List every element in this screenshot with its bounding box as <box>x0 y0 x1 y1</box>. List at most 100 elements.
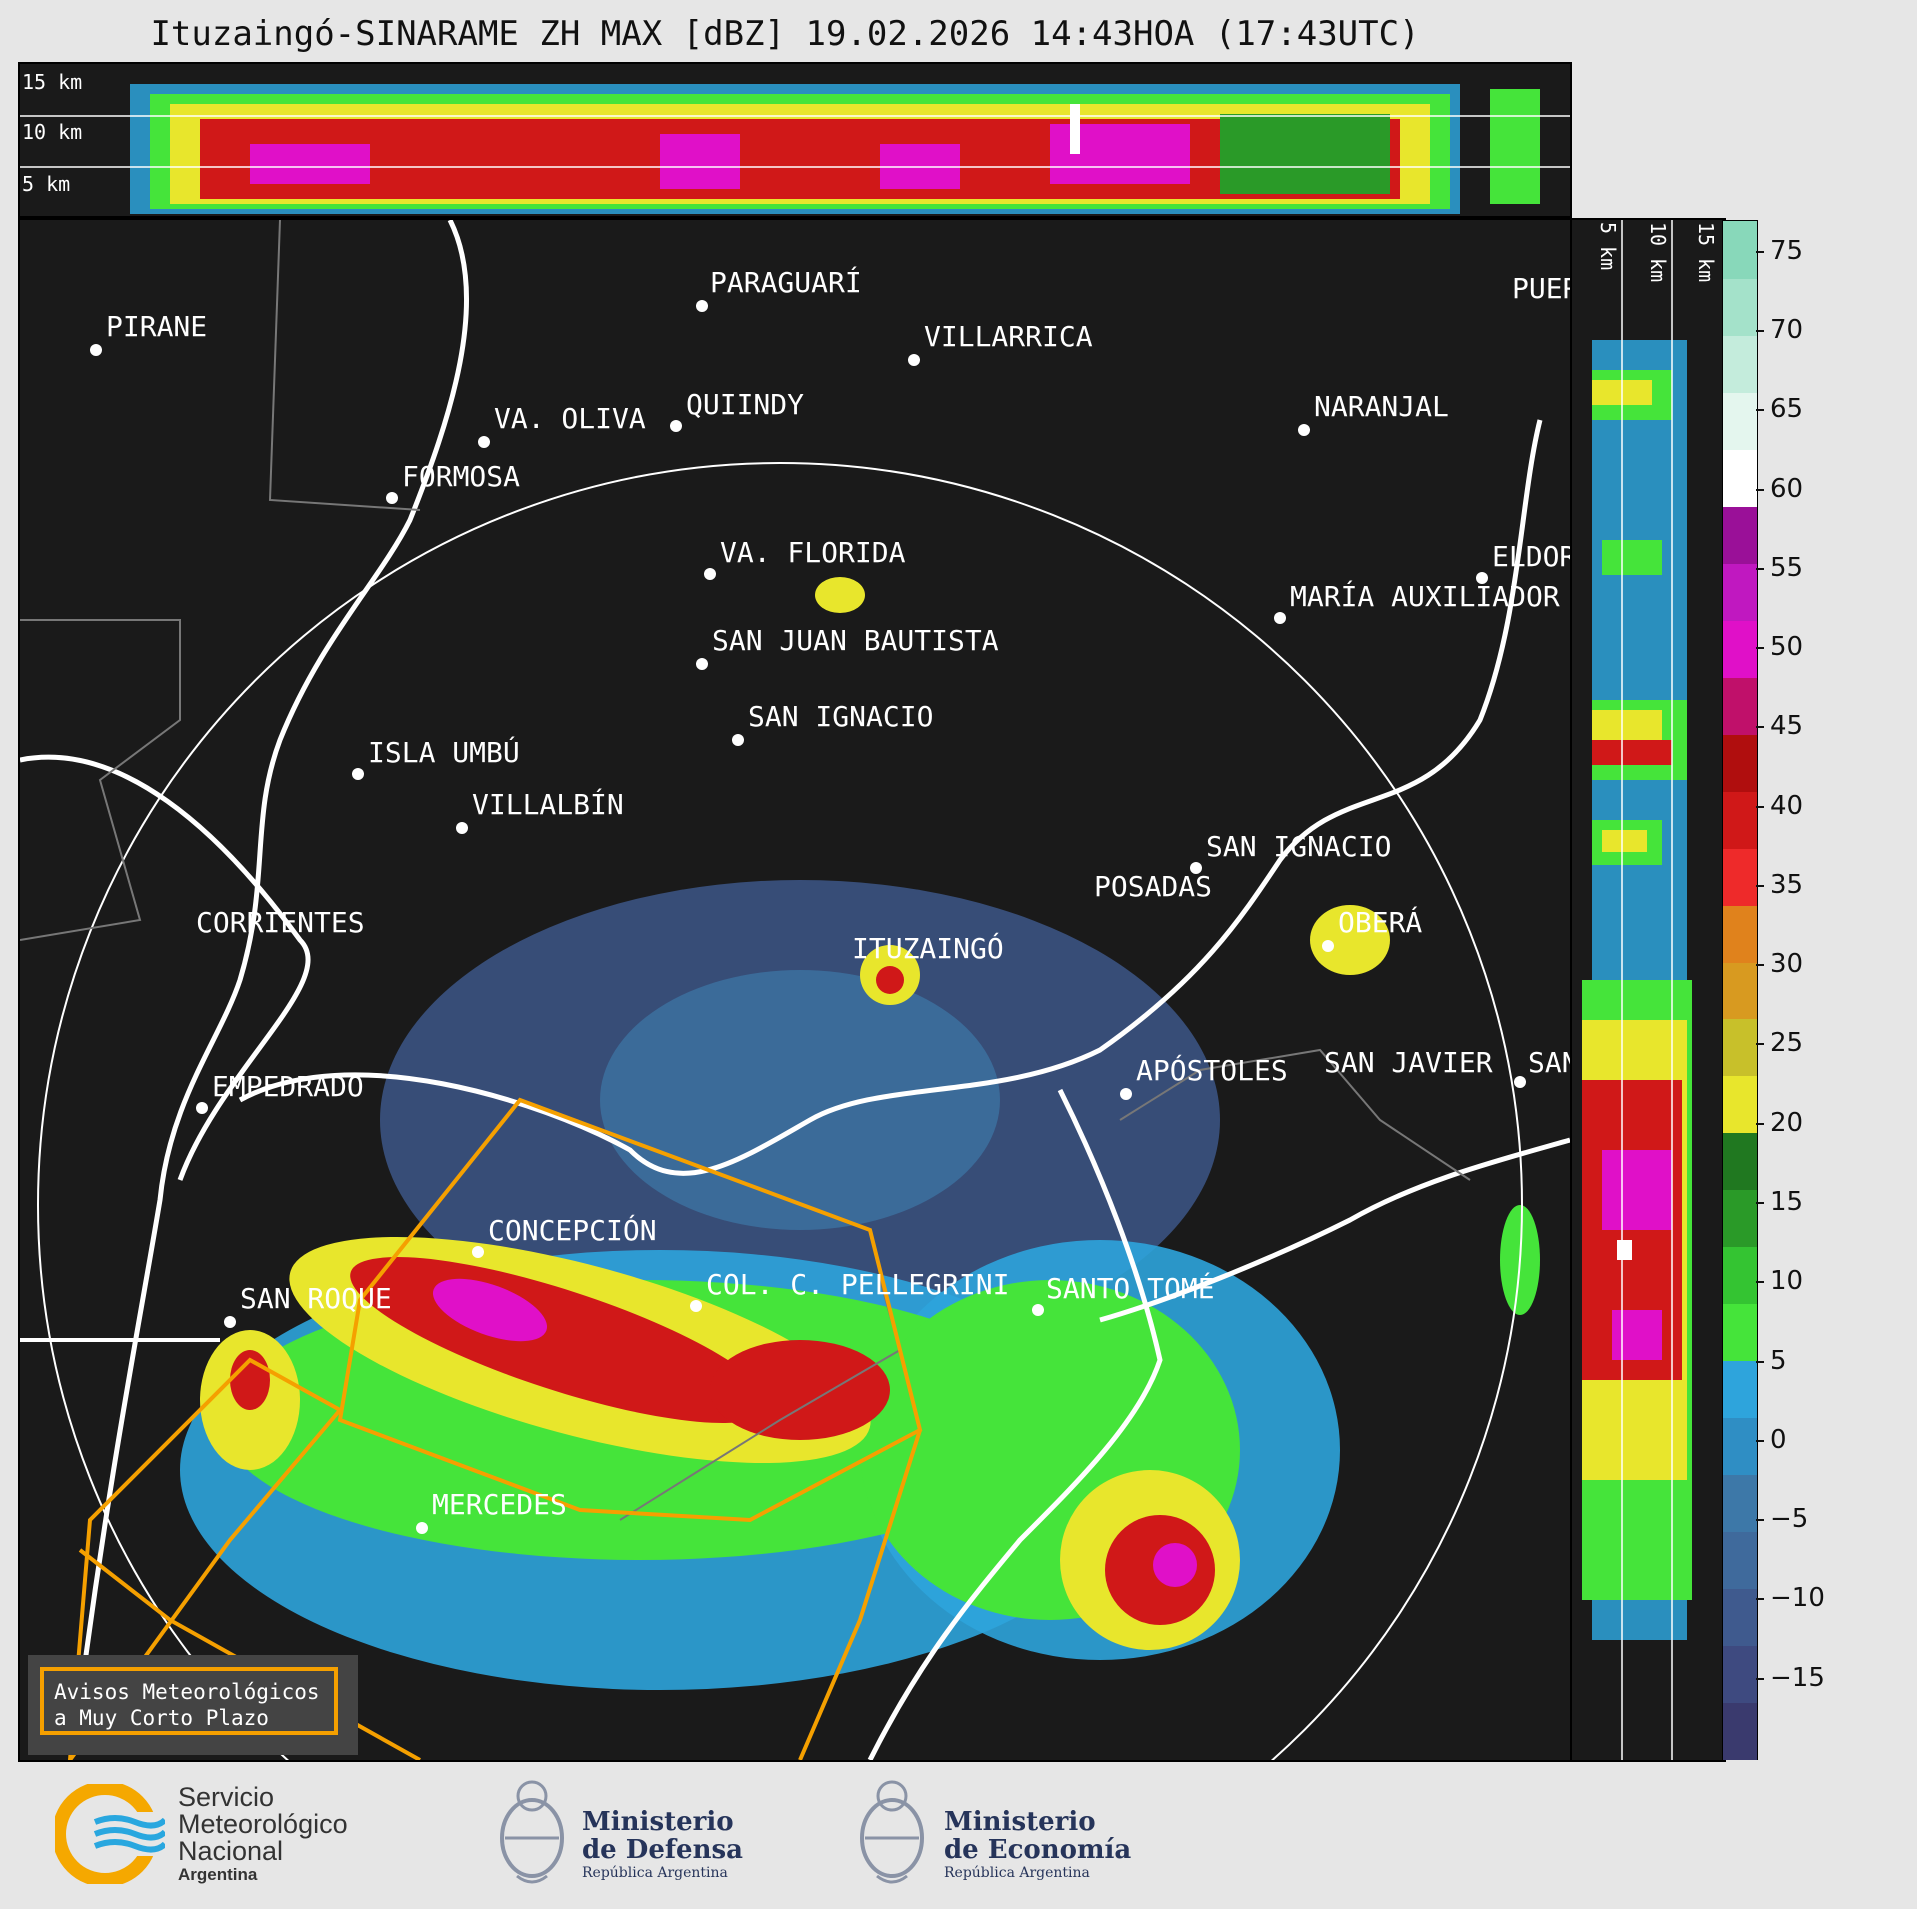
city-label-concepcion: CONCEPCIÓN <box>488 1214 657 1247</box>
colorbar-segment <box>1723 1474 1757 1533</box>
colorbar-segment <box>1723 221 1757 279</box>
city-dot <box>1298 424 1310 436</box>
colorbar-segment <box>1723 847 1757 906</box>
province-borders <box>20 619 181 941</box>
top-label-15km: 15 km <box>22 70 83 94</box>
colorbar-tick-label: 75 <box>1755 236 1803 266</box>
paraguay-river <box>77 220 470 1701</box>
aviso-box[interactable]: Avisos Meteorológicos a Muy Corto Plazo <box>28 1655 358 1755</box>
colorbar-tick-label: 0 <box>1756 1425 1787 1455</box>
colorbar-segment <box>1723 1018 1757 1077</box>
cell-north-east <box>1310 905 1390 975</box>
city-dot <box>224 1316 236 1328</box>
city-dot <box>1032 1304 1044 1316</box>
aviso-line-2: a Muy Corto Plazo <box>54 1706 269 1730</box>
colorbar-segment <box>1723 961 1757 1020</box>
city-dot <box>196 1102 208 1114</box>
city-dot <box>704 568 716 580</box>
city-label-paraguari: PARAGUARÍ <box>710 266 862 299</box>
colorbar-segment <box>1723 391 1757 450</box>
colorbar-segment <box>1723 1303 1757 1362</box>
city-dot <box>1120 1088 1132 1100</box>
colorbar-tick-label: 45 <box>1755 711 1803 741</box>
colorbar-tick-label: 40 <box>1755 791 1803 821</box>
city-dot <box>696 300 708 312</box>
smn-line-4: Argentina <box>178 1865 258 1884</box>
city-label-san-ignacio-ar: SAN IGNACIO <box>1206 830 1392 863</box>
city-dot <box>1322 940 1334 952</box>
colorbar-segment <box>1723 904 1757 963</box>
page-title: Ituzaingó-SINARAME ZH MAX [dBZ] 19.02.20… <box>150 14 1420 54</box>
city-label-isla-umbu: ISLA UMBÚ <box>368 736 520 769</box>
colorbar-segment <box>1723 790 1757 849</box>
uruguay-river <box>867 1088 1163 1760</box>
city-label-san-roque: SAN ROQUE <box>240 1282 392 1315</box>
smn-logo-icon <box>55 1784 165 1884</box>
city-dot <box>696 658 708 670</box>
city-dot <box>908 354 920 366</box>
city-dot <box>732 734 744 746</box>
side-label-15km: 15 km <box>1694 222 1718 283</box>
radar-map-graphics <box>20 220 1570 1760</box>
city-label-san: SAN <box>1528 1046 1570 1079</box>
city-dot <box>1190 862 1202 874</box>
colorbar-segment <box>1723 676 1757 735</box>
colorbar-segment <box>1723 505 1757 564</box>
economia-line-3: República Argentina <box>944 1865 1090 1881</box>
radar-map[interactable]: PARAGUARÍ PIRANE VILLARRICA QUIINDY VA. … <box>18 218 1572 1762</box>
defensa-line-1: Ministerio <box>582 1807 734 1837</box>
aviso-frame: Avisos Meteorológicos a Muy Corto Plazo <box>40 1667 338 1735</box>
city-label-villarrica: VILLARRICA <box>924 320 1093 353</box>
city-label-mercedes: MERCEDES <box>432 1488 567 1521</box>
city-label-san-ignacio-py: SAN IGNACIO <box>748 700 934 733</box>
top-cross-section-panel: 15 km 10 km 5 km <box>18 62 1572 218</box>
smn-logo-text: Servicio Meteorológico Nacional Argentin… <box>178 1784 348 1885</box>
city-label-empedrado: EMPEDRADO <box>212 1070 364 1103</box>
colorbar-segment <box>1723 1075 1757 1134</box>
colorbar-segment <box>1723 1531 1757 1590</box>
defensa-line-3: República Argentina <box>582 1865 728 1881</box>
colorbar-tick-label: 70 <box>1755 315 1803 345</box>
smn-line-1: Servicio <box>178 1782 275 1812</box>
city-label-san-juan-bautista: SAN JUAN BAUTISTA <box>712 624 999 657</box>
defensa-line-2: de Defensa <box>582 1835 743 1865</box>
colorbar-segment <box>1723 334 1757 393</box>
city-dot <box>456 822 468 834</box>
top-cross-section-echoes <box>20 84 1570 214</box>
top-label-5km: 5 km <box>22 172 71 196</box>
colorbar-tick-label: 20 <box>1755 1108 1803 1138</box>
city-label-villalbin: VILLALBÍN <box>472 788 624 821</box>
side-cross-section-echoes <box>1582 220 1692 1760</box>
colorbar-tick-label: 5 <box>1756 1346 1787 1376</box>
colorbar-tick-label: −5 <box>1755 1504 1808 1534</box>
city-dot <box>386 492 398 504</box>
city-label-pirane: PIRANE <box>106 310 208 343</box>
city-dot <box>472 1246 484 1258</box>
economia-text: Ministerio de Economía República Argenti… <box>944 1808 1131 1882</box>
city-label-corrientes: CORRIENTES <box>196 906 365 939</box>
colorbar-segment <box>1723 1132 1757 1191</box>
colorbar-segment <box>1723 619 1757 678</box>
warning-polygon-1 <box>337 1097 923 1523</box>
side-label-10km: 10 km <box>1646 222 1670 283</box>
city-label-posadas: POSADAS <box>1094 870 1213 903</box>
escudo-economia-icon <box>860 1780 924 1884</box>
city-dot <box>1274 612 1286 624</box>
city-label-ituzaingo: ITUZAINGÓ <box>852 932 1004 965</box>
city-dot <box>478 436 490 448</box>
warning-polygon-2 <box>67 1357 344 1760</box>
colorbar-tick-label: 10 <box>1755 1266 1803 1296</box>
city-label-eldor: ELDOR <box>1492 540 1572 573</box>
city-dot <box>1476 572 1488 584</box>
colorbar-tick-label: −15 <box>1756 1663 1825 1693</box>
colorbar-tick-label: −10 <box>1756 1583 1825 1613</box>
city-label-va-oliva: VA. OLIVA <box>494 402 646 435</box>
colorbar-tick-label: 60 <box>1755 474 1803 504</box>
colorbar-segment <box>1723 1645 1757 1704</box>
colorbar-tick-label: 25 <box>1755 1028 1803 1058</box>
city-label-formosa: FORMOSA <box>402 460 521 493</box>
city-label-apostoles: APÓSTOLES <box>1136 1054 1288 1087</box>
smn-line-2: Meteorológico <box>178 1809 348 1839</box>
city-label-col-c-pellegrini: COL. C. PELLEGRINI <box>706 1268 1010 1301</box>
colorbar-segment <box>1723 1189 1757 1248</box>
